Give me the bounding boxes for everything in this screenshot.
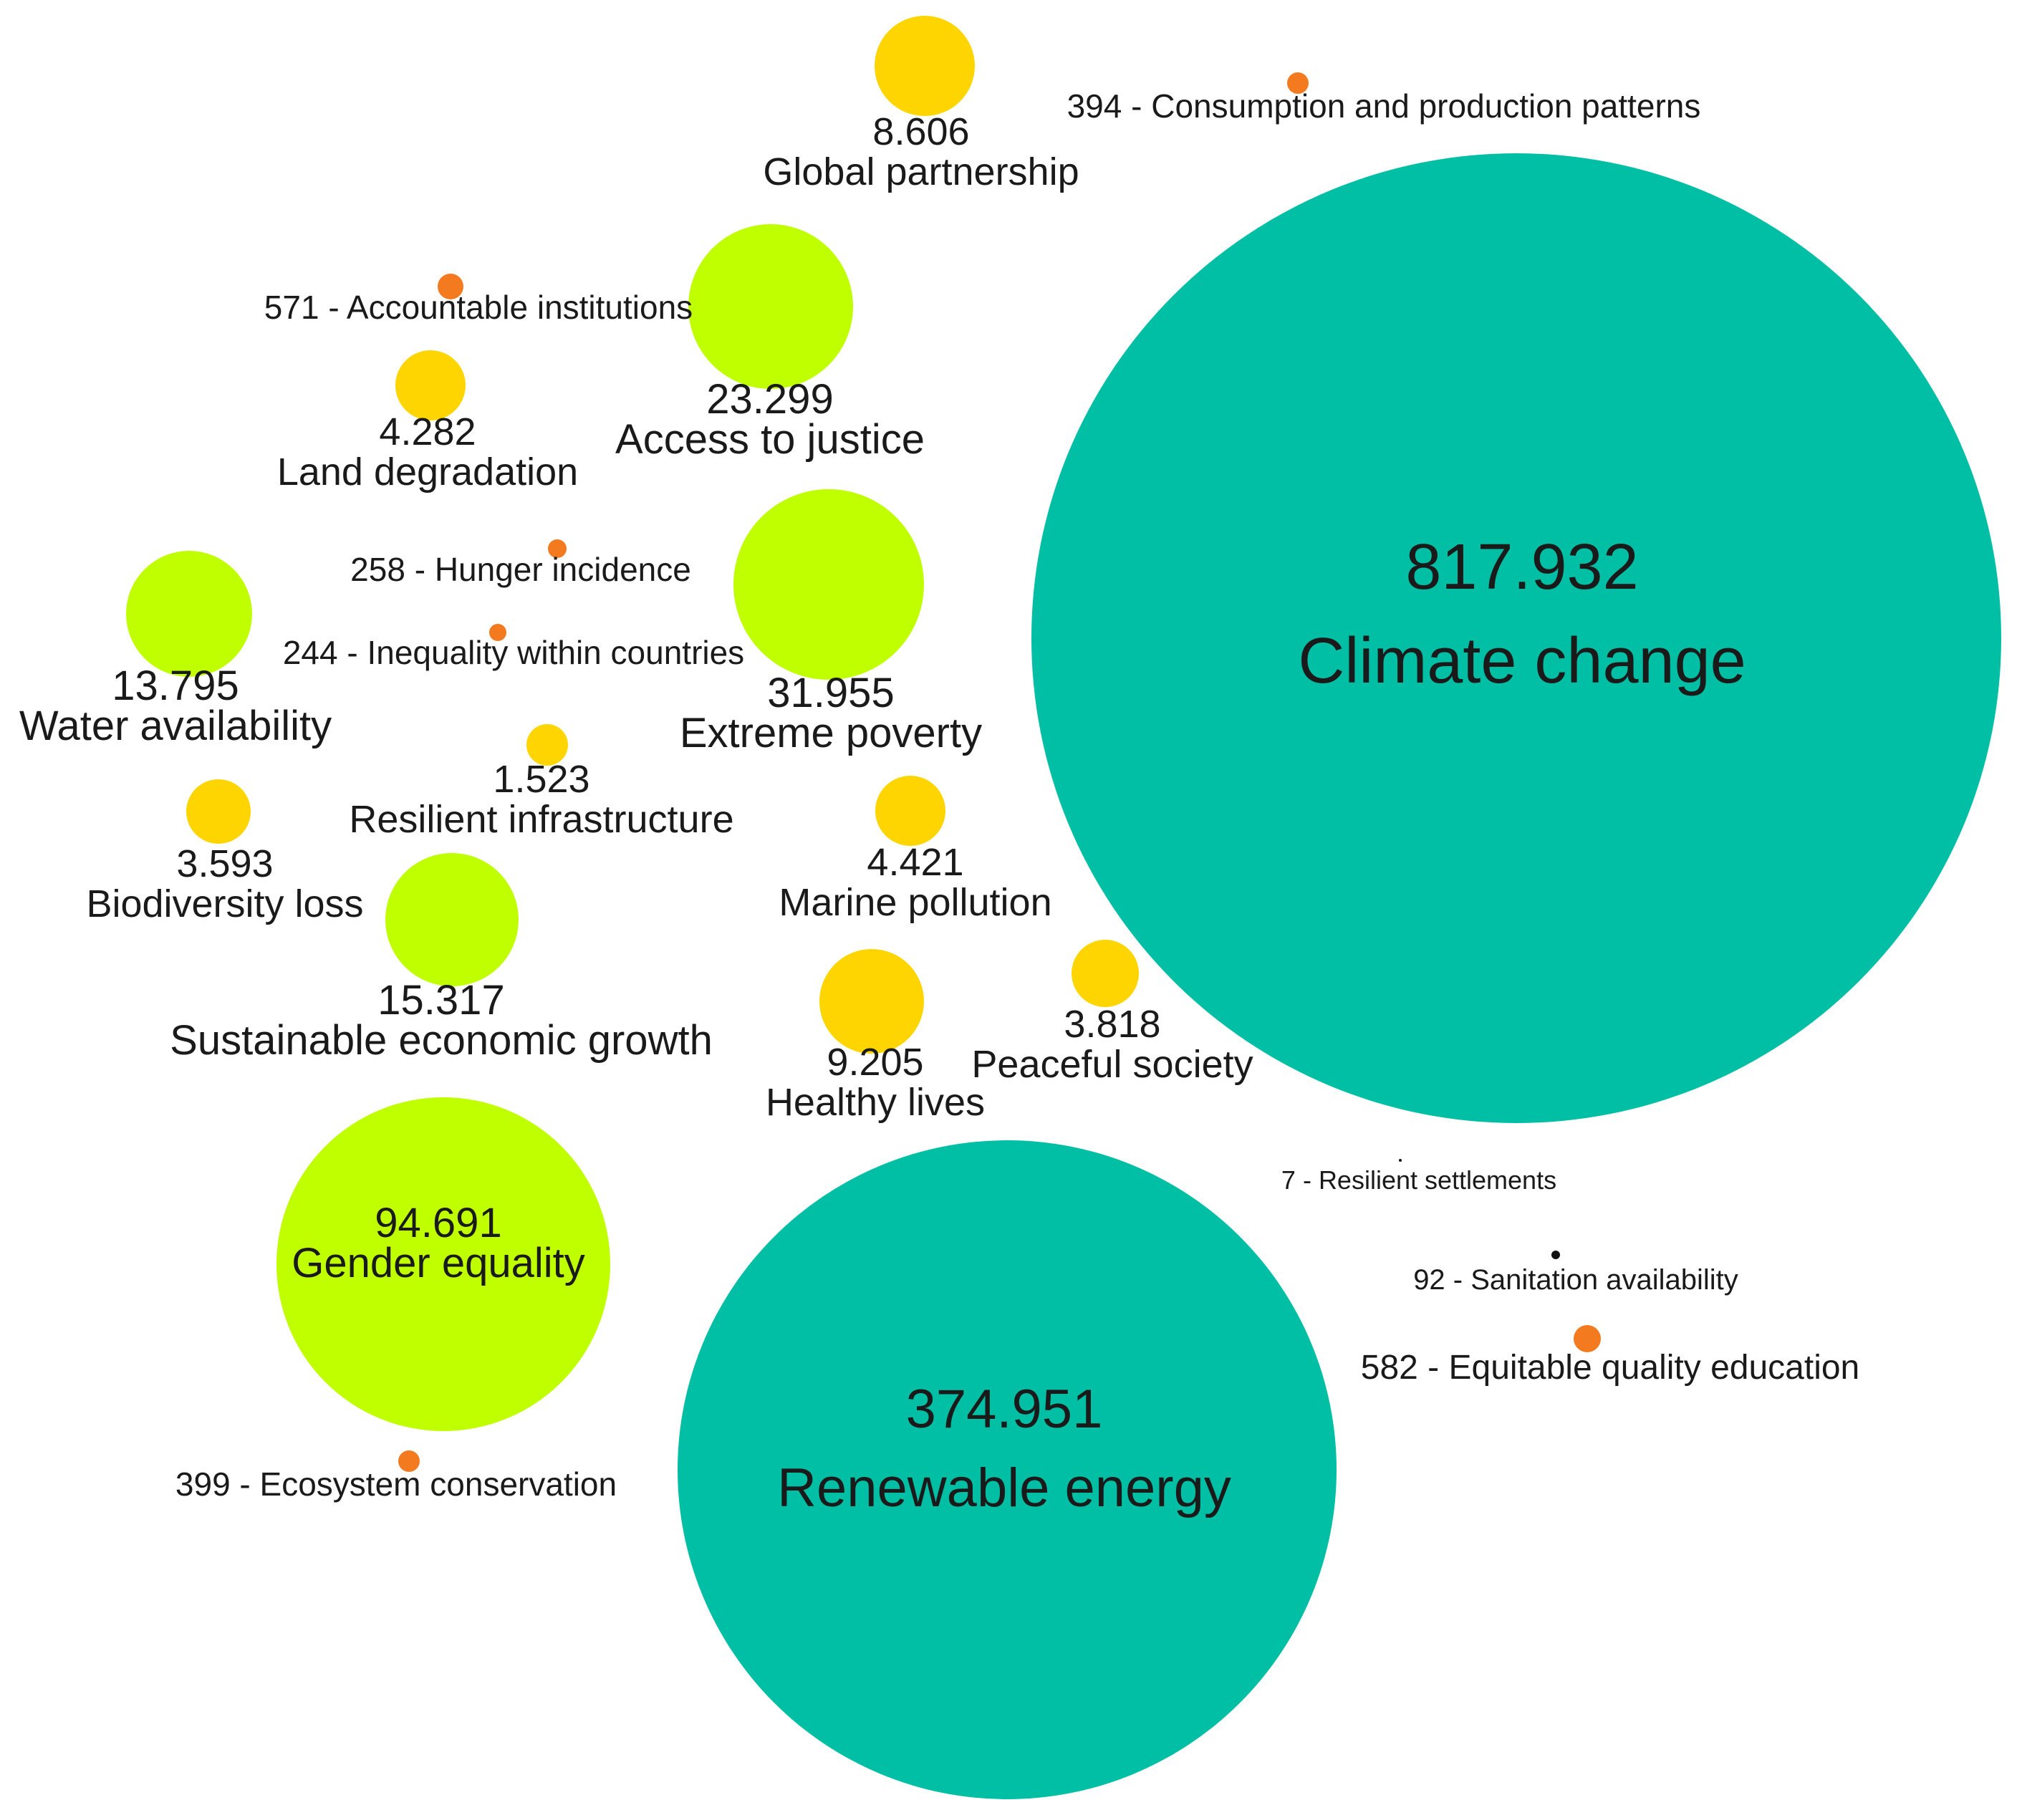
bubble-label-healthy-lives: Healthy lives — [766, 1081, 985, 1124]
annotation-separator: - — [338, 634, 367, 671]
bubble-annotation-inequality-within-countries: 244 - Inequality within countries — [283, 634, 744, 671]
bubble-value-climate-change: 817.932 — [1405, 531, 1638, 603]
bubble-sanitation-availability — [1551, 1251, 1560, 1259]
annotation-separator: - — [1445, 1264, 1471, 1296]
bubble-value-gender-equality: 94.691 — [375, 1200, 501, 1246]
bubble-value-global-partnership: 8.606 — [872, 110, 969, 153]
annotation-separator: - — [319, 289, 347, 326]
bubble-label-gender-equality: Gender equality — [292, 1240, 584, 1286]
bubble-ecosystem-conservation — [398, 1450, 420, 1472]
bubble-label: Sanitation availability — [1470, 1264, 1738, 1296]
bubble-access-to-justice — [688, 224, 853, 389]
bubble-renewable-energy — [678, 1140, 1337, 1799]
bubble-value: 394 — [1067, 87, 1122, 125]
bubble-biodiversity-loss — [186, 779, 251, 844]
bubble-label-global-partnership: Global partnership — [763, 150, 1079, 193]
bubble-value-extreme-poverty: 31.955 — [767, 670, 894, 716]
annotation-separator: - — [1122, 87, 1151, 125]
bubble-annotation-ecosystem-conservation: 399 - Ecosystem conservation — [175, 1465, 617, 1503]
bubble-annotation-accountable-institutions: 571 - Accountable institutions — [264, 289, 693, 326]
bubble-label-marine-pollution: Marine pollution — [779, 881, 1051, 924]
bubble-label: Consumption and production patterns — [1151, 87, 1700, 125]
bubble-label: Inequality within countries — [367, 634, 744, 671]
bubble-value-sustainable-economic-growth: 15.317 — [377, 977, 504, 1024]
bubble-label-resilient-infrastructure: Resilient infrastructure — [349, 798, 733, 841]
bubble-label: Hunger incidence — [435, 551, 691, 588]
bubble-annotation-hunger-incidence: 258 - Hunger incidence — [350, 551, 691, 588]
bubble-hunger-incidence — [548, 539, 567, 558]
bubble-value: 92 — [1413, 1264, 1445, 1296]
bubble-value: 582 — [1361, 1349, 1418, 1387]
bubble-value: 399 — [175, 1465, 231, 1503]
bubble-gender-equality — [276, 1097, 610, 1431]
bubble-value-water-availability: 13.795 — [112, 663, 239, 709]
bubble-value-land-degradation: 4.282 — [379, 410, 476, 453]
bubble-annotation-consumption-and-production-patterns: 394 - Consumption and production pattern… — [1067, 87, 1701, 125]
bubble-label-biodiversity-loss: Biodiversity loss — [86, 882, 363, 925]
bubble-resilient-settlements — [1399, 1159, 1402, 1162]
bubble-label: Accountable institutions — [347, 289, 693, 326]
bubble-label: Ecosystem conservation — [260, 1465, 617, 1503]
annotation-separator: - — [405, 551, 435, 588]
bubble-label-water-availability: Water availability — [19, 703, 332, 749]
bubble-label-land-degradation: Land degradation — [277, 451, 578, 493]
bubble-annotation-resilient-settlements: 7 - Resilient settlements — [1281, 1165, 1556, 1195]
bubble-value: 244 — [283, 634, 338, 671]
bubble-healthy-lives — [819, 949, 924, 1054]
bubble-label-sustainable-economic-growth: Sustainable economic growth — [170, 1017, 713, 1064]
bubble-marine-pollution — [875, 776, 945, 846]
bubble-resilient-infrastructure — [526, 724, 568, 766]
bubble-value-peaceful-society: 3.818 — [1064, 1003, 1160, 1046]
bubble-value: 258 — [350, 551, 405, 588]
bubble-sustainable-economic-growth — [385, 853, 519, 986]
bubble-value-biodiversity-loss: 3.593 — [176, 842, 273, 885]
bubble-equitable-quality-education — [1574, 1325, 1601, 1352]
annotation-separator: - — [1418, 1349, 1449, 1387]
bubble-value-renewable-energy: 374.951 — [906, 1379, 1103, 1440]
annotation-separator: - — [231, 1465, 260, 1503]
bubble-inequality-within-countries — [489, 624, 506, 641]
bubble-value-access-to-justice: 23.299 — [706, 376, 833, 423]
annotation-separator: - — [1296, 1165, 1319, 1195]
bubble-label: Resilient settlements — [1319, 1165, 1556, 1195]
bubble-annotation-equitable-quality-education: 582 - Equitable quality education — [1361, 1349, 1860, 1387]
bubble-label-climate-change: Climate change — [1298, 625, 1746, 697]
bubble-value-healthy-lives: 9.205 — [827, 1041, 923, 1084]
bubble-label-peaceful-society: Peaceful society — [971, 1043, 1253, 1086]
bubble-value: 571 — [264, 289, 319, 326]
bubble-accountable-institutions — [438, 274, 463, 299]
bubble-label-renewable-energy: Renewable energy — [777, 1458, 1231, 1518]
bubble-value-marine-pollution: 4.421 — [867, 841, 963, 884]
bubble-land-degradation — [395, 350, 466, 420]
bubble-label-extreme-poverty: Extreme poverty — [680, 710, 982, 756]
bubble-annotation-sanitation-availability: 92 - Sanitation availability — [1413, 1264, 1738, 1296]
bubble-value-resilient-infrastructure: 1.523 — [493, 758, 589, 801]
bubble-peaceful-society — [1072, 940, 1139, 1007]
bubble-water-availability — [126, 551, 252, 677]
bubble-label: Equitable quality education — [1449, 1349, 1860, 1387]
bubble-global-partnership — [875, 16, 975, 116]
bubble-label-access-to-justice: Access to justice — [615, 416, 925, 463]
bubble-value: 7 — [1281, 1165, 1296, 1195]
bubble-climate-change — [1031, 153, 2001, 1123]
bubble-extreme-poverty — [733, 489, 924, 680]
bubble-consumption-and-production-patterns — [1287, 72, 1309, 94]
